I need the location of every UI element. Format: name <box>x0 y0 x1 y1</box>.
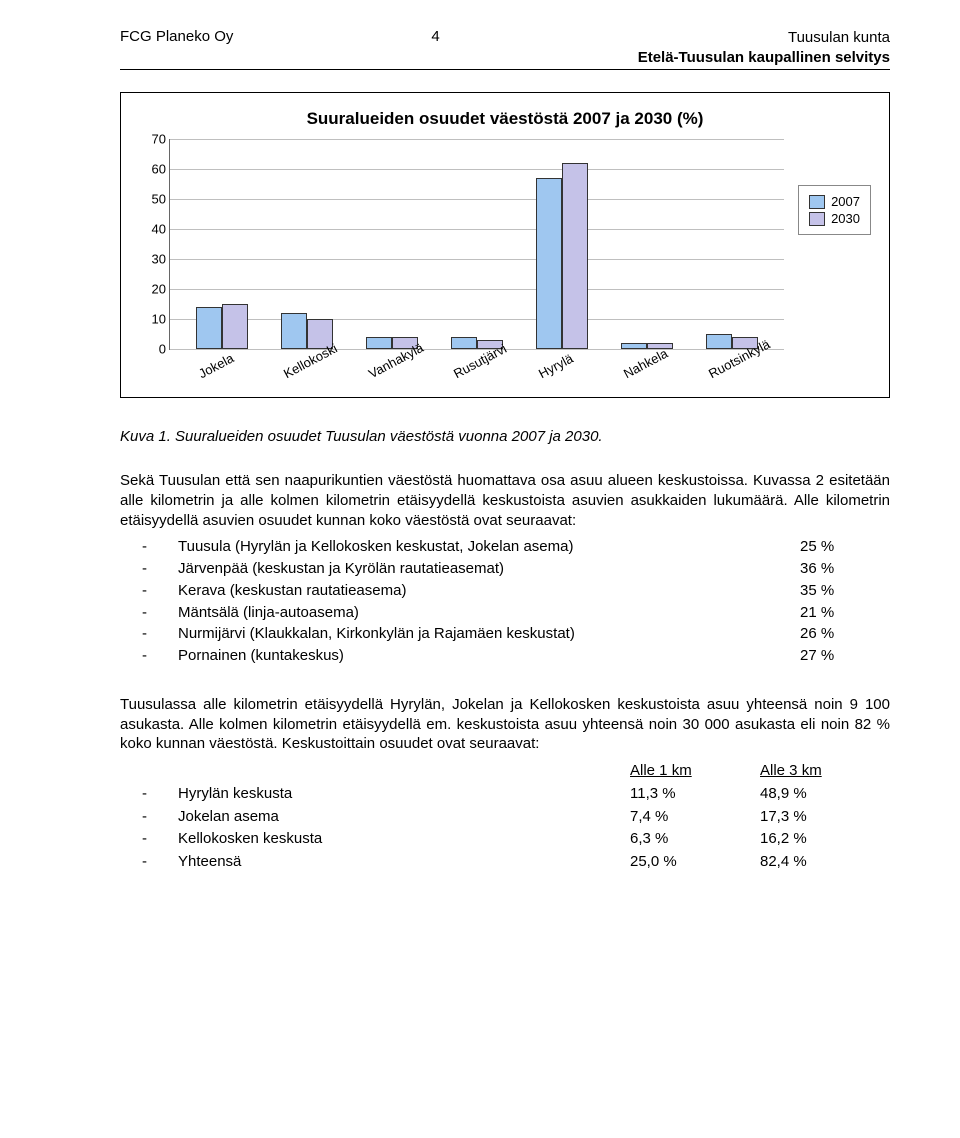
percent-list: -Tuusula (Hyrylän ja Kellokosken keskust… <box>120 536 890 667</box>
header-right: Tuusulan kunta Etelä-Tuusulan kaupalline… <box>638 28 890 67</box>
paragraph-2: Tuusulassa alle kilometrin etäisyydellä … <box>120 695 890 754</box>
bullet-percent: 21 % <box>778 602 890 624</box>
header-subtitle: Etelä-Tuusulan kaupallinen selvitys <box>638 48 890 68</box>
row-col1: 6,3 % <box>630 828 760 851</box>
y-tick-label: 40 <box>142 222 166 237</box>
gridline <box>170 349 784 350</box>
list-item: -Kerava (keskustan rautatieasema)35 % <box>120 580 890 602</box>
y-tick-label: 0 <box>142 342 166 357</box>
header-org: Tuusulan kunta <box>638 28 890 48</box>
y-tick-label: 10 <box>142 312 166 327</box>
row-label: Yhteensä <box>178 851 630 874</box>
legend-item: 2030 <box>809 211 860 226</box>
row-col1: 11,3 % <box>630 783 760 806</box>
bar <box>366 337 392 349</box>
bullet-percent: 27 % <box>778 645 890 667</box>
bar-group <box>196 304 248 349</box>
row-label: Hyrylän keskusta <box>178 783 630 806</box>
bullet-label: Kerava (keskustan rautatieasema) <box>178 580 778 602</box>
paragraph-1: Sekä Tuusulan että sen naapurikuntien vä… <box>120 471 890 530</box>
bullet-dash: - <box>120 602 178 624</box>
distance-table: -Hyrylän keskusta11,3 %48,9 %-Jokelan as… <box>120 783 890 873</box>
bullet-dash: - <box>120 645 178 667</box>
bullet-label: Järvenpää (keskustan ja Kyrölän rautatie… <box>178 558 778 580</box>
bar-group <box>536 163 588 349</box>
bullet-percent: 36 % <box>778 558 890 580</box>
row-label: Jokelan asema <box>178 806 630 829</box>
legend-swatch <box>809 212 825 226</box>
header-left: FCG Planeko Oy <box>120 28 233 45</box>
table-column-headers: Alle 1 km Alle 3 km <box>120 762 890 779</box>
bars-row <box>170 139 784 349</box>
chart-container: Suuralueiden osuudet väestöstä 2007 ja 2… <box>120 92 890 398</box>
y-tick-label: 50 <box>142 192 166 207</box>
row-col2: 48,9 % <box>760 783 890 806</box>
bullet-label: Tuusula (Hyrylän ja Kellokosken keskusta… <box>178 536 778 558</box>
row-col2: 82,4 % <box>760 851 890 874</box>
bullet-dash: - <box>120 558 178 580</box>
table-row: -Yhteensä25,0 %82,4 % <box>120 851 890 874</box>
table-row: -Jokelan asema7,4 %17,3 % <box>120 806 890 829</box>
list-item: -Pornainen (kuntakeskus)27 % <box>120 645 890 667</box>
bar <box>536 178 562 349</box>
bullet-label: Pornainen (kuntakeskus) <box>178 645 778 667</box>
bullet-percent: 26 % <box>778 623 890 645</box>
x-axis-labels: JokelaKellokoskiVanhakyläRusutjärviHyryl… <box>169 350 784 383</box>
legend-item: 2007 <box>809 194 860 209</box>
chart-title: Suuralueiden osuudet väestöstä 2007 ja 2… <box>139 109 871 129</box>
legend-swatch <box>809 195 825 209</box>
bullet-dash: - <box>120 623 178 645</box>
row-col1: 7,4 % <box>630 806 760 829</box>
legend-label: 2007 <box>831 194 860 209</box>
list-item: -Tuusula (Hyrylän ja Kellokosken keskust… <box>120 536 890 558</box>
bar <box>196 307 222 349</box>
legend-label: 2030 <box>831 211 860 226</box>
row-col2: 17,3 % <box>760 806 890 829</box>
table-row: -Kellokosken keskusta6,3 %16,2 % <box>120 828 890 851</box>
page-number: 4 <box>431 28 439 45</box>
table-row: -Hyrylän keskusta11,3 %48,9 % <box>120 783 890 806</box>
figure-caption: Kuva 1. Suuralueiden osuudet Tuusulan vä… <box>120 428 890 445</box>
col-header-2: Alle 3 km <box>760 762 890 779</box>
row-col2: 16,2 % <box>760 828 890 851</box>
bar <box>281 313 307 349</box>
y-tick-label: 20 <box>142 282 166 297</box>
y-tick-label: 70 <box>142 132 166 147</box>
y-tick-label: 60 <box>142 162 166 177</box>
page-header: FCG Planeko Oy 4 Tuusulan kunta Etelä-Tu… <box>120 28 890 70</box>
bar <box>706 334 732 349</box>
document-page: FCG Planeko Oy 4 Tuusulan kunta Etelä-Tu… <box>0 0 960 913</box>
bullet-label: Nurmijärvi (Klaukkalan, Kirkonkylän ja R… <box>178 623 778 645</box>
row-col1: 25,0 % <box>630 851 760 874</box>
y-tick-label: 30 <box>142 252 166 267</box>
bullet-label: Mäntsälä (linja-autoasema) <box>178 602 778 624</box>
row-dash: - <box>120 851 178 874</box>
list-item: -Nurmijärvi (Klaukkalan, Kirkonkylän ja … <box>120 623 890 645</box>
row-dash: - <box>120 828 178 851</box>
bar <box>451 337 477 349</box>
row-label: Kellokosken keskusta <box>178 828 630 851</box>
bullet-percent: 25 % <box>778 536 890 558</box>
bullet-percent: 35 % <box>778 580 890 602</box>
col-header-1: Alle 1 km <box>630 762 760 779</box>
bar <box>621 343 647 349</box>
chart-legend: 2007 2030 <box>798 185 871 235</box>
bar <box>562 163 588 349</box>
list-item: -Järvenpää (keskustan ja Kyrölän rautati… <box>120 558 890 580</box>
list-item: -Mäntsälä (linja-autoasema)21 % <box>120 602 890 624</box>
bullet-dash: - <box>120 580 178 602</box>
row-dash: - <box>120 783 178 806</box>
row-dash: - <box>120 806 178 829</box>
chart-plot: 010203040506070 JokelaKellokoskiVanhakyl… <box>139 139 784 383</box>
bar <box>222 304 248 349</box>
bullet-dash: - <box>120 536 178 558</box>
plot-area: 010203040506070 <box>169 139 784 350</box>
